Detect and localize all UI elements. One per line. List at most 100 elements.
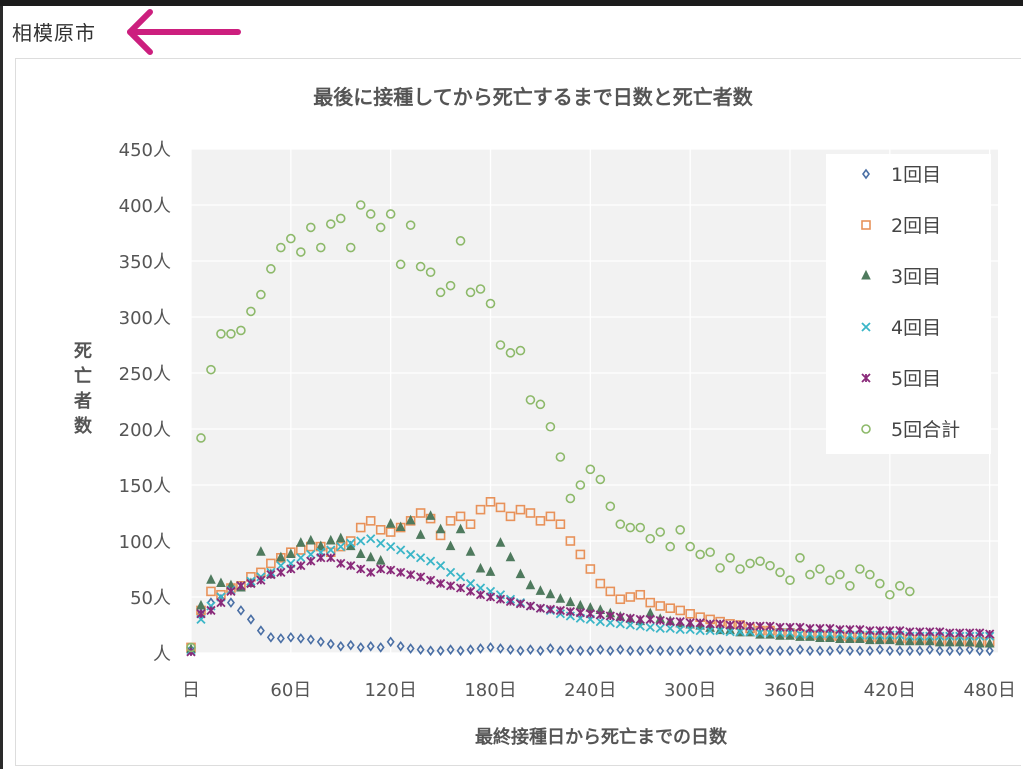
data-point-series-6 xyxy=(635,522,646,533)
data-point-series-5 xyxy=(915,627,925,637)
x-tick-label: 180日 xyxy=(464,680,516,701)
data-point-series-3 xyxy=(485,566,496,576)
data-point-series-3 xyxy=(435,523,446,534)
legend-marker-3 xyxy=(861,269,871,280)
data-point-series-1 xyxy=(286,631,295,643)
data-point-series-6 xyxy=(805,569,815,580)
data-point-series-4 xyxy=(645,622,655,632)
data-point-series-5 xyxy=(945,628,955,638)
data-point-series-1 xyxy=(556,645,565,657)
chart-title: 最後に接種してから死亡するまで日数と死亡者数 xyxy=(313,85,753,109)
data-point-series-6 xyxy=(645,533,656,544)
data-point-series-2 xyxy=(565,536,576,546)
data-point-series-4 xyxy=(755,628,765,638)
data-point-series-3 xyxy=(315,540,326,551)
data-point-series-4 xyxy=(276,561,286,571)
data-point-series-5 xyxy=(376,564,386,574)
data-point-series-5 xyxy=(346,561,356,571)
data-point-series-5 xyxy=(445,581,456,591)
y-tick-label: 350人 xyxy=(119,252,171,273)
data-point-series-1 xyxy=(756,644,765,655)
data-point-series-5 xyxy=(875,625,885,636)
data-point-series-6 xyxy=(905,586,915,597)
data-point-series-5 xyxy=(515,599,526,609)
data-point-series-2 xyxy=(535,516,546,526)
data-point-series-1 xyxy=(636,645,645,657)
data-point-series-6 xyxy=(715,563,725,573)
data-point-series-1 xyxy=(266,631,275,643)
y-tick-label: 人 xyxy=(153,644,171,665)
data-point-series-4 xyxy=(685,624,695,635)
data-point-series-6 xyxy=(335,213,346,224)
data-point-series-2 xyxy=(615,594,626,605)
data-point-series-5 xyxy=(765,621,775,631)
data-point-series-4 xyxy=(326,545,336,555)
data-point-series-4 xyxy=(425,556,436,566)
data-point-series-6 xyxy=(655,527,666,537)
data-point-series-3 xyxy=(415,529,426,539)
data-point-series-5 xyxy=(805,623,815,633)
data-point-series-5 xyxy=(415,572,426,582)
data-point-series-1 xyxy=(256,625,265,636)
data-point-series-3 xyxy=(875,634,885,645)
data-point-series-2 xyxy=(455,511,466,522)
data-point-series-4 xyxy=(605,618,615,628)
data-point-series-1 xyxy=(406,643,415,654)
data-point-series-6 xyxy=(395,259,406,270)
data-point-series-3 xyxy=(954,636,965,647)
data-point-series-5 xyxy=(475,590,486,600)
data-point-series-2 xyxy=(266,558,276,569)
data-point-series-6 xyxy=(705,547,715,558)
data-point-series-6 xyxy=(735,564,745,574)
data-point-series-4 xyxy=(465,578,476,589)
data-point-series-5 xyxy=(256,575,266,585)
data-point-series-1 xyxy=(236,605,245,616)
data-point-series-1 xyxy=(396,640,405,652)
data-point-series-1 xyxy=(975,645,984,657)
data-point-series-5 xyxy=(366,567,376,577)
data-point-series-5 xyxy=(306,556,316,566)
legend-label-6: 5回合計 xyxy=(891,419,960,441)
data-point-series-2 xyxy=(595,578,606,589)
data-point-series-5 xyxy=(605,611,615,621)
x-tick-label: 日 xyxy=(182,680,200,701)
data-point-series-5 xyxy=(735,620,745,630)
data-point-series-6 xyxy=(296,247,306,257)
data-point-series-1 xyxy=(795,644,804,655)
legend-label-5: 5回目 xyxy=(891,368,941,390)
data-point-series-1 xyxy=(226,597,235,608)
data-point-series-1 xyxy=(676,645,685,657)
data-point-series-6 xyxy=(315,242,326,253)
data-point-series-5 xyxy=(645,614,655,625)
data-point-series-1 xyxy=(865,645,874,657)
data-point-series-6 xyxy=(465,287,476,298)
data-point-series-3 xyxy=(495,537,506,547)
data-point-series-3 xyxy=(545,588,556,599)
data-point-series-5 xyxy=(545,604,556,614)
data-point-series-2 xyxy=(605,586,616,597)
data-point-series-3 xyxy=(385,518,396,528)
data-point-series-1 xyxy=(506,644,515,655)
data-point-series-1 xyxy=(356,642,365,653)
data-point-series-6 xyxy=(525,395,536,405)
data-point-series-5 xyxy=(246,578,256,589)
data-point-series-1 xyxy=(736,645,745,657)
data-point-series-3 xyxy=(405,514,416,525)
data-point-series-3 xyxy=(355,548,366,558)
data-point-series-6 xyxy=(186,642,196,653)
data-point-series-6 xyxy=(855,564,865,574)
y-tick-label: 50人 xyxy=(130,588,171,609)
data-point-series-3 xyxy=(425,510,436,520)
data-point-series-3 xyxy=(296,537,306,547)
data-point-series-1 xyxy=(586,645,595,657)
data-point-series-1 xyxy=(426,645,435,657)
data-point-series-4 xyxy=(356,536,366,546)
legend-marker-5 xyxy=(861,373,871,383)
data-point-series-6 xyxy=(445,280,456,291)
data-point-series-4 xyxy=(625,620,635,630)
data-point-series-6 xyxy=(795,552,805,563)
data-point-series-1 xyxy=(466,644,475,655)
legend-label-1: 1回目 xyxy=(891,164,941,186)
data-point-series-6 xyxy=(266,264,276,274)
data-point-series-6 xyxy=(535,399,546,410)
